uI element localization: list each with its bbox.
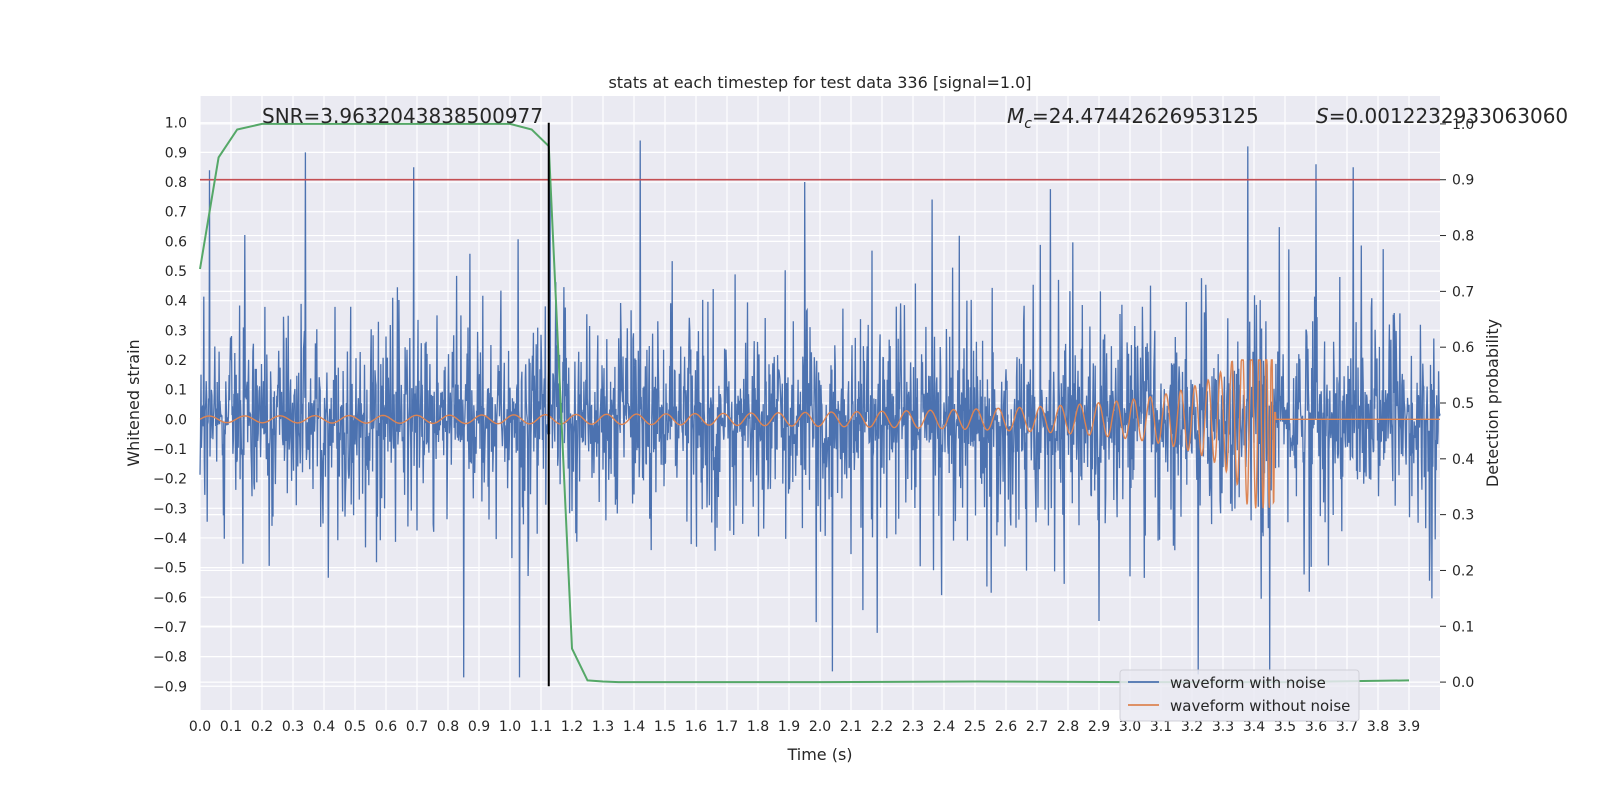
- y2-tick-label: 1.0: [1452, 117, 1474, 133]
- x-tick-label: 2.3: [902, 719, 924, 735]
- x-tick-label: 0.3: [282, 719, 304, 735]
- chirp-mass-value: =24.47442626953125: [1032, 104, 1259, 128]
- x-tick-label: 3.0: [1119, 719, 1141, 735]
- y-tick-label: −0.9: [153, 679, 187, 695]
- y-tick-label: 1.0: [165, 116, 187, 132]
- detection-probability-line: [199, 122, 1410, 684]
- x-tick-label: 1.4: [623, 719, 645, 735]
- x-tick-label: 1.7: [716, 719, 738, 735]
- x-tick-label: 1.2: [561, 719, 583, 735]
- x-tick-label: 1.3: [592, 719, 614, 735]
- x-tick-label: 0.6: [375, 719, 397, 735]
- y-axis-ticks: −0.9 −0.8 −0.7 −0.6 −0.5 −0.4 −0.3 −0.2 −0.1 0.0 0…: [153, 116, 187, 696]
- y-tick-label: 0.8: [165, 175, 187, 191]
- y-tick-label: −0.6: [153, 590, 187, 606]
- waveform-with-noise-line: [199, 140, 1441, 678]
- noise-trace: [199, 140, 1441, 678]
- y-tick-label: −0.5: [153, 561, 187, 577]
- y2-tick-label: 0.5: [1452, 396, 1474, 412]
- x-tick-label: 0.4: [313, 719, 335, 735]
- y2-tick-label: 0.2: [1452, 563, 1474, 579]
- x-tick-label: 2.5: [964, 719, 986, 735]
- x-tick-label: 1.1: [530, 719, 552, 735]
- y2-tick-label: 0.4: [1452, 452, 1474, 468]
- y-tick-label: 0.3: [165, 323, 187, 339]
- y2-tick-label: 0.0: [1452, 675, 1474, 691]
- y2-tick-label: 0.1: [1452, 619, 1474, 635]
- x-tick-label: 0.1: [220, 719, 242, 735]
- x-tick-label: 1.0: [499, 719, 521, 735]
- y-tick-label: 0.6: [165, 234, 187, 250]
- x-tick-label: 0.0: [189, 719, 211, 735]
- x-tick-label: 1.8: [747, 719, 769, 735]
- chart-title: stats at each timestep for test data 336…: [608, 73, 1031, 92]
- snr-annotation: SNR=3.9632043838500977: [262, 104, 543, 128]
- x-tick-label: 2.2: [871, 719, 893, 735]
- chirp-mass-symbol: M: [1007, 104, 1024, 128]
- x-tick-label: 2.8: [1057, 719, 1079, 735]
- y-axis-label: Whitened strain: [124, 339, 143, 466]
- y-tick-label: 0.2: [165, 353, 187, 369]
- x-tick-label: 2.1: [840, 719, 862, 735]
- x-axis-ticks: 0.0 0.1 0.2 0.3 0.4 0.5 0.6 0.7 0.8 0.9 1.0 1.1 1.2 1…: [189, 719, 1420, 735]
- legend-box: [1119, 669, 1360, 722]
- s-value: =0.0012232933063060: [1329, 104, 1568, 128]
- x-tick-label: 3.6: [1305, 719, 1327, 735]
- chirp-mass-subscript: c: [1024, 116, 1032, 132]
- x-tick-label: 1.9: [778, 719, 800, 735]
- y2-tick-label: 0.3: [1452, 508, 1474, 524]
- x-tick-label: 3.5: [1274, 719, 1296, 735]
- x-tick-label: 2.9: [1088, 719, 1110, 735]
- x-tick-label: 3.2: [1181, 719, 1203, 735]
- x-tick-label: 0.9: [468, 719, 490, 735]
- y-tick-label: 0.1: [165, 383, 187, 399]
- y-tick-label: −0.7: [153, 620, 187, 636]
- x-tick-label: 1.6: [685, 719, 707, 735]
- x-tick-label: 1.5: [654, 719, 676, 735]
- y2-tick-label: 0.7: [1452, 284, 1474, 300]
- clean-trace: [199, 359, 1440, 509]
- y-tick-label: 0.4: [165, 294, 187, 310]
- y-tick-label: −0.2: [153, 472, 187, 488]
- x-tick-label: 3.9: [1398, 719, 1420, 735]
- y-tick-label: −0.3: [153, 501, 187, 517]
- y-tick-label: −0.8: [153, 650, 187, 666]
- legend-clean-label: waveform without noise: [1170, 697, 1350, 715]
- y-tick-label: 0.0: [165, 412, 187, 428]
- waveform-without-noise-line: [199, 359, 1440, 509]
- x-tick-label: 3.7: [1336, 719, 1358, 735]
- x-tick-label: 3.3: [1212, 719, 1234, 735]
- y2-axis-label: Detection probability: [1483, 319, 1502, 487]
- legend-noise-label: waveform with noise: [1170, 674, 1326, 692]
- s-annotation: S=0.0012232933063060: [1316, 104, 1568, 128]
- x-tick-label: 2.0: [809, 719, 831, 735]
- x-tick-label: 0.7: [406, 719, 428, 735]
- y-tick-label: −0.4: [153, 531, 187, 547]
- y-tick-label: 0.9: [165, 145, 187, 161]
- y-tick-label: 0.7: [165, 205, 187, 221]
- y-tick-label: 0.5: [165, 264, 187, 280]
- s-symbol: S: [1316, 104, 1329, 128]
- x-tick-label: 3.8: [1367, 719, 1389, 735]
- x-axis-label: Time (s): [786, 745, 852, 764]
- x-tick-label: 2.7: [1026, 719, 1048, 735]
- probability-trace: [199, 122, 1410, 684]
- x-tick-label: 3.4: [1243, 719, 1265, 735]
- x-tick-label: 0.8: [437, 719, 459, 735]
- x-tick-label: 0.2: [251, 719, 273, 735]
- y2-tick-label: 0.9: [1452, 173, 1474, 189]
- chirp-mass-annotation: Mc=24.47442626953125: [1007, 104, 1259, 132]
- y2-tick-label: 0.8: [1452, 229, 1474, 245]
- x-tick-label: 2.4: [933, 719, 955, 735]
- y-tick-label: −0.1: [153, 442, 187, 458]
- x-tick-label: 3.1: [1150, 719, 1172, 735]
- x-tick-label: 0.5: [344, 719, 366, 735]
- y2-tick-label: 0.6: [1452, 340, 1474, 356]
- y2-axis-ticks: 0.0 0.1 0.2 0.3 0.4 0.5 0.6 0.7 0.8 0.9 1.0: [1440, 117, 1474, 691]
- x-tick-label: 2.6: [995, 719, 1017, 735]
- legend: waveform with noise waveform without noi…: [1119, 669, 1360, 722]
